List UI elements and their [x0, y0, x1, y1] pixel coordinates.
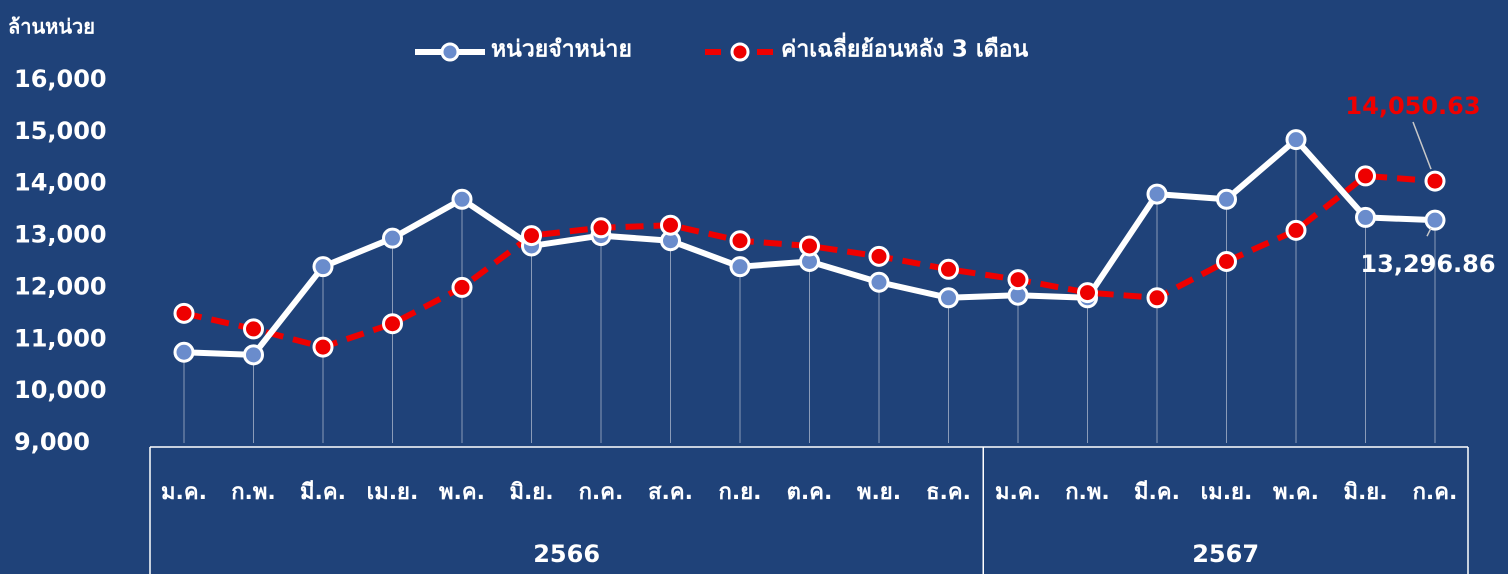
data-point: [868, 271, 890, 293]
data-point: [1424, 209, 1446, 231]
y-tick-label: 16,000: [14, 65, 107, 93]
leader-line: [1412, 121, 1432, 170]
data-point: [590, 217, 612, 239]
y-tick-label: 14,000: [14, 169, 107, 197]
x-tick-label: ก.ค.: [1413, 480, 1458, 505]
data-point: [1216, 188, 1237, 210]
y-axis-label: ล้านหน่วย: [8, 15, 95, 39]
x-tick-label: เม.ย.: [367, 480, 419, 505]
legend-label: หน่วยจำหน่าย: [491, 37, 632, 63]
leader-line: [1426, 227, 1432, 237]
data-point: [1077, 282, 1098, 304]
x-tick-label: ธ.ค.: [926, 480, 971, 505]
data-point: [1216, 251, 1237, 272]
y-tick-label: 10,000: [14, 376, 107, 404]
data-point: [312, 336, 334, 358]
data-point: [1285, 219, 1307, 241]
data-point: [451, 188, 473, 210]
x-tick-label: มิ.ย.: [1343, 480, 1387, 505]
data-point: [1355, 206, 1376, 228]
data-point: [243, 344, 264, 366]
x-tick-label: มี.ค.: [1134, 480, 1180, 505]
year-label: 2566: [533, 540, 600, 568]
legend-marker: [730, 42, 750, 62]
data-point: [1007, 269, 1029, 291]
x-tick-label: ก.พ.: [231, 480, 276, 505]
x-tick-label: ก.ย.: [719, 480, 762, 505]
data-label: 13,296.86: [1360, 250, 1495, 278]
y-tick-label: 15,000: [14, 117, 107, 145]
data-point: [799, 235, 820, 257]
data-point: [243, 318, 264, 340]
data-label: 14,050.63: [1345, 92, 1480, 120]
x-tick-label: ก.พ.: [1065, 480, 1110, 505]
x-tick-label: ก.ค.: [579, 480, 624, 505]
data-point: [729, 230, 751, 252]
x-tick-label: ต.ค.: [787, 480, 833, 505]
data-point: [173, 302, 195, 324]
data-point: [521, 225, 542, 247]
data-point: [451, 276, 473, 298]
data-point: [660, 214, 681, 236]
data-point: [868, 245, 890, 267]
legend-label: ค่าเฉลี่ยย้อนหลัง 3 เดือน: [781, 32, 1029, 63]
x-tick-label: มิ.ย.: [509, 480, 553, 505]
data-point: [729, 256, 751, 278]
year-label: 2567: [1192, 540, 1259, 568]
data-point: [1285, 129, 1307, 151]
x-tick-label: ม.ค.: [161, 480, 207, 505]
data-point: [938, 287, 959, 309]
x-tick-label: พ.ค.: [1273, 480, 1319, 505]
y-tick-label: 13,000: [14, 221, 107, 249]
x-tick-label: เม.ย.: [1201, 480, 1253, 505]
x-tick-label: ม.ค.: [995, 480, 1041, 505]
y-tick-label: 11,000: [14, 324, 107, 352]
data-point: [1355, 165, 1376, 187]
data-point: [1146, 183, 1168, 205]
x-tick-label: พ.ย.: [857, 480, 901, 505]
x-tick-label: พ.ค.: [439, 480, 485, 505]
data-point: [312, 256, 334, 278]
data-point: [173, 341, 195, 363]
x-tick-label: มี.ค.: [300, 480, 346, 505]
data-point: [1146, 287, 1168, 309]
legend-marker: [440, 42, 460, 62]
y-tick-label: 9,000: [14, 428, 90, 456]
data-point: [382, 227, 403, 249]
x-tick-label: ส.ค.: [648, 480, 693, 505]
data-point: [1424, 170, 1446, 192]
y-tick-label: 12,000: [14, 272, 107, 300]
data-point: [382, 313, 403, 335]
data-point: [938, 258, 959, 280]
